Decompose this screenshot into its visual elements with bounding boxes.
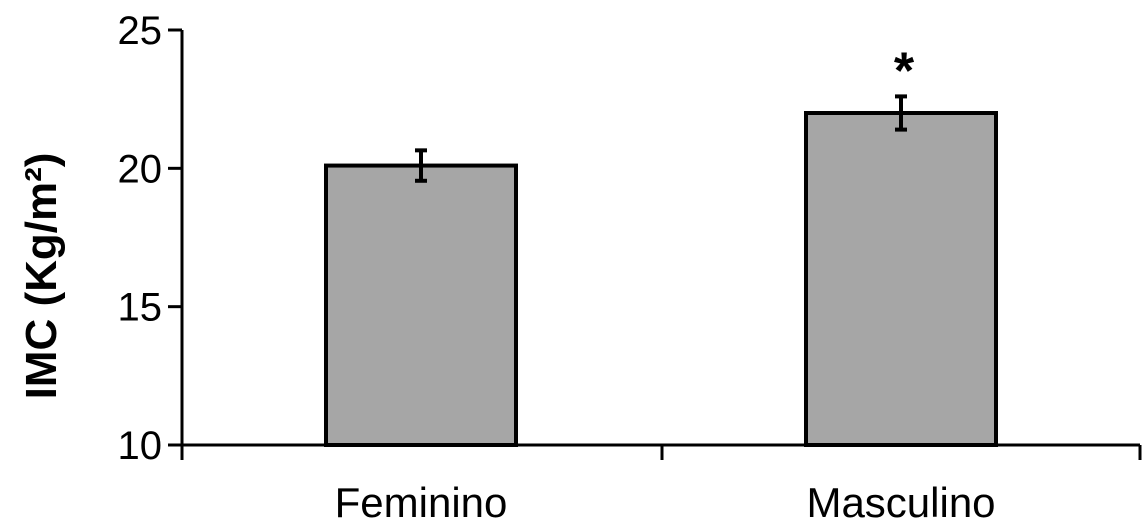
- bar-masculino: [804, 111, 998, 447]
- significance-marker: *: [894, 42, 915, 100]
- x-category-label: Masculino: [806, 479, 995, 524]
- y-axis-title: IMC (Kg/m²): [17, 153, 66, 400]
- y-axis-ticks: 10 15 20 25: [118, 9, 182, 468]
- y-tick-label: 10: [118, 424, 163, 468]
- significance-marks: *: [894, 42, 915, 100]
- error-bars: [415, 94, 907, 183]
- y-tick-label: 15: [118, 286, 163, 330]
- bar-feminino: [324, 163, 518, 447]
- axes: [180, 30, 1142, 460]
- x-category-label: Feminino: [335, 479, 508, 524]
- x-axis-labels: Feminino Masculino: [335, 479, 996, 524]
- y-tick-label: 20: [118, 147, 163, 191]
- y-tick-label: 25: [118, 9, 163, 53]
- bars: [324, 111, 998, 447]
